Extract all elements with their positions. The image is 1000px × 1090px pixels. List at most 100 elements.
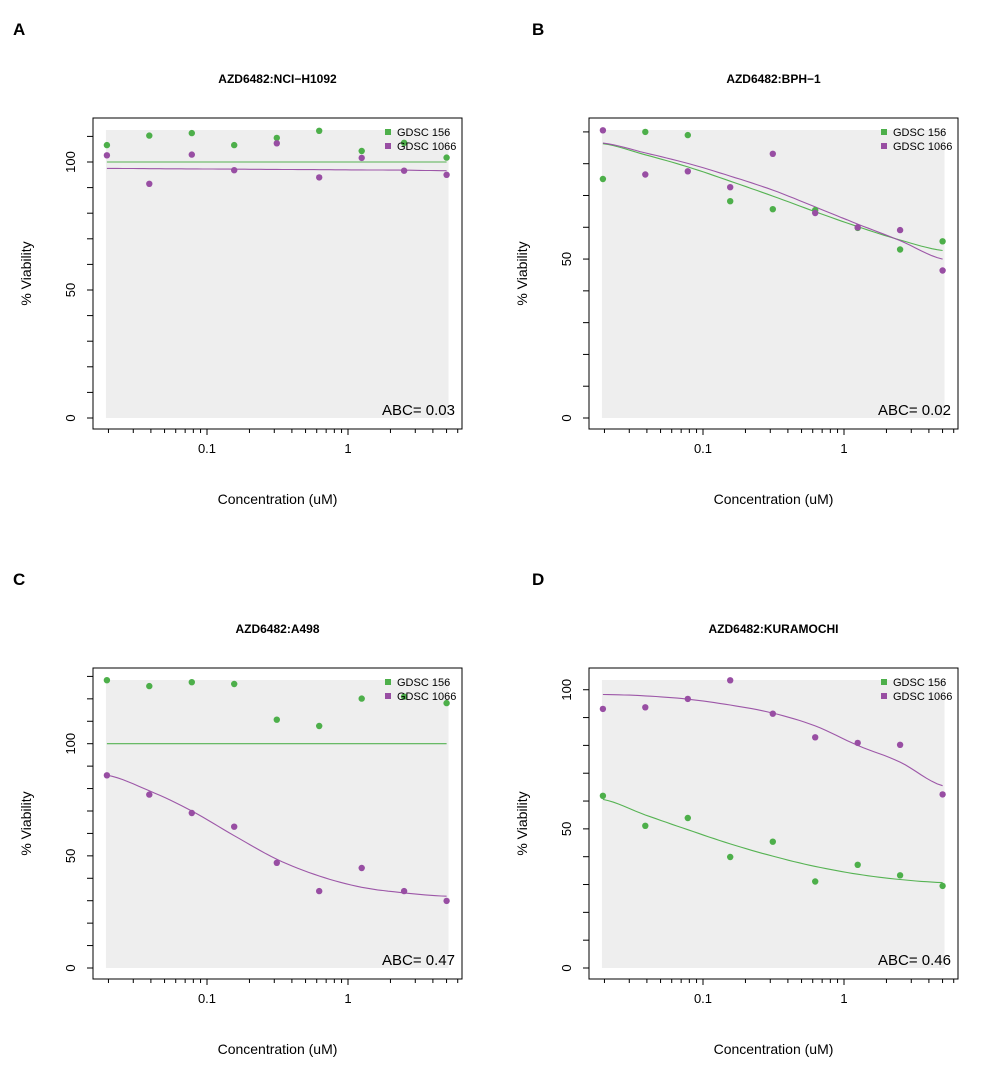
abc-annotation: ABC= 0.46 <box>878 952 951 969</box>
abc-annotation: ABC= 0.02 <box>878 402 951 419</box>
x-tick-label: 0.1 <box>694 441 712 456</box>
data-point-gdsc-156 <box>316 127 323 134</box>
y-axis-label: % Viability <box>514 241 530 305</box>
legend-swatch <box>385 679 391 685</box>
x-axis-label: Concentration (uM) <box>218 491 338 507</box>
data-point-gdsc-1066 <box>854 224 861 231</box>
data-point-gdsc-156 <box>231 141 238 149</box>
data-point-gdsc-1066 <box>812 734 819 741</box>
plot-frame <box>588 667 959 980</box>
data-point-gdsc-1066 <box>684 695 691 703</box>
legend-label: GDSC 1066 <box>397 141 456 153</box>
legend-swatch <box>385 129 391 135</box>
data-point-gdsc-156 <box>400 139 408 146</box>
y-tick-label: 50 <box>63 283 78 297</box>
data-point-gdsc-1066 <box>188 151 195 158</box>
legend-swatch <box>385 143 391 149</box>
chart-title: AZD6482:NCI−H1092 <box>218 72 337 86</box>
data-point-gdsc-1066 <box>231 167 238 174</box>
data-point-gdsc-156 <box>273 134 280 142</box>
chart-panel-c: AZD6482:A498 GDSC 156 GDSC 1066 ABC= 0.47 0 5… <box>18 622 463 1057</box>
data-point-gdsc-1066 <box>599 705 607 713</box>
data-point-gdsc-156 <box>103 141 111 149</box>
chart-title: AZD6482:A498 <box>235 622 319 636</box>
legend-swatch <box>881 129 887 135</box>
x-tick-label: 1 <box>840 991 847 1006</box>
data-point-gdsc-1066 <box>727 677 734 684</box>
data-point-gdsc-1066 <box>146 180 153 187</box>
abc-annotation: ABC= 0.47 <box>382 952 455 969</box>
fit-curve-gdsc-1066 <box>602 142 943 260</box>
data-point-gdsc-156 <box>188 129 195 137</box>
data-point-gdsc-1066 <box>103 152 111 159</box>
data-point-gdsc-156 <box>939 882 946 890</box>
data-point-gdsc-1066 <box>896 226 904 234</box>
data-point-gdsc-1066 <box>443 171 450 178</box>
data-point-gdsc-1066 <box>896 741 904 748</box>
data-point-gdsc-1066 <box>599 127 607 134</box>
panel-d: D AZD6482:KURAMOCHI GDSC 156 GDSC 1066 ABC=… <box>496 550 996 1090</box>
data-point-gdsc-156 <box>599 792 607 799</box>
data-point-gdsc-1066 <box>854 739 861 747</box>
fit-curve-gdsc-156 <box>602 798 943 884</box>
data-point-gdsc-156 <box>896 872 904 879</box>
data-point-gdsc-156 <box>769 838 776 845</box>
y-tick-label: 100 <box>63 733 78 755</box>
data-point-gdsc-156 <box>443 699 450 707</box>
legend-label: GDSC 156 <box>397 677 450 689</box>
data-point-gdsc-156 <box>727 853 734 861</box>
x-tick-label: 1 <box>840 441 847 456</box>
fit-curve-gdsc-156 <box>602 143 943 252</box>
data-point-gdsc-156 <box>316 722 323 730</box>
data-point-gdsc-156 <box>358 147 365 155</box>
chart-panel-b: AZD6482:BPH−1 GDSC 156 GDSC 1066 ABC= 0.02 0… <box>514 72 959 507</box>
plot-frame <box>92 117 463 430</box>
plot-background <box>105 130 449 418</box>
data-point-gdsc-156 <box>642 128 649 136</box>
data-point-gdsc-156 <box>812 878 819 885</box>
data-point-gdsc-1066 <box>231 823 238 830</box>
data-point-gdsc-1066 <box>316 887 323 895</box>
plot-background <box>105 680 449 968</box>
plot-background <box>601 130 945 418</box>
x-axis-label: Concentration (uM) <box>714 491 834 507</box>
panel-letter: B <box>532 20 545 39</box>
x-tick-label: 0.1 <box>198 441 216 456</box>
y-tick-label: 0 <box>63 964 78 971</box>
data-point-gdsc-1066 <box>273 140 280 147</box>
y-tick-label: 50 <box>559 252 574 266</box>
panel-letter: C <box>13 570 26 589</box>
plot-background <box>601 680 945 968</box>
data-point-gdsc-156 <box>599 175 607 183</box>
fit-curve-gdsc-1066 <box>106 774 447 897</box>
data-point-gdsc-1066 <box>400 887 408 895</box>
panel-a: A AZD6482:NCI−H1092 GDSC 156 GDSC 1066 ABC=… <box>0 0 500 540</box>
chart-title: AZD6482:BPH−1 <box>726 72 821 86</box>
x-tick-label: 1 <box>344 991 351 1006</box>
legend-swatch <box>881 679 887 685</box>
data-point-gdsc-1066 <box>939 791 946 798</box>
data-point-gdsc-1066 <box>400 167 408 174</box>
y-tick-label: 50 <box>559 822 574 836</box>
data-point-gdsc-156 <box>273 716 280 723</box>
data-point-gdsc-1066 <box>443 897 450 905</box>
y-axis-label: % Viability <box>18 241 34 305</box>
data-point-gdsc-1066 <box>358 864 365 872</box>
data-point-gdsc-1066 <box>812 209 819 217</box>
x-tick-label: 1 <box>344 441 351 456</box>
y-axis-label: % Viability <box>514 791 530 855</box>
plot-frame <box>588 117 959 430</box>
chart-panel-d: AZD6482:KURAMOCHI GDSC 156 GDSC 1066 ABC= 0… <box>514 622 959 1057</box>
data-point-gdsc-1066 <box>642 704 649 711</box>
panel-c: C AZD6482:A498 GDSC 156 GDSC 1066 ABC= 0.47… <box>0 550 500 1090</box>
data-point-gdsc-156 <box>896 246 904 253</box>
legend-label: GDSC 1066 <box>893 691 952 703</box>
fit-curve-gdsc-1066 <box>106 167 447 172</box>
panel-letter: A <box>13 20 26 39</box>
data-point-gdsc-156 <box>727 198 734 205</box>
y-tick-label: 100 <box>63 151 78 173</box>
panel-letter: D <box>532 570 545 589</box>
data-point-gdsc-156 <box>684 814 691 822</box>
data-point-gdsc-1066 <box>684 168 691 175</box>
data-point-gdsc-156 <box>642 822 649 829</box>
